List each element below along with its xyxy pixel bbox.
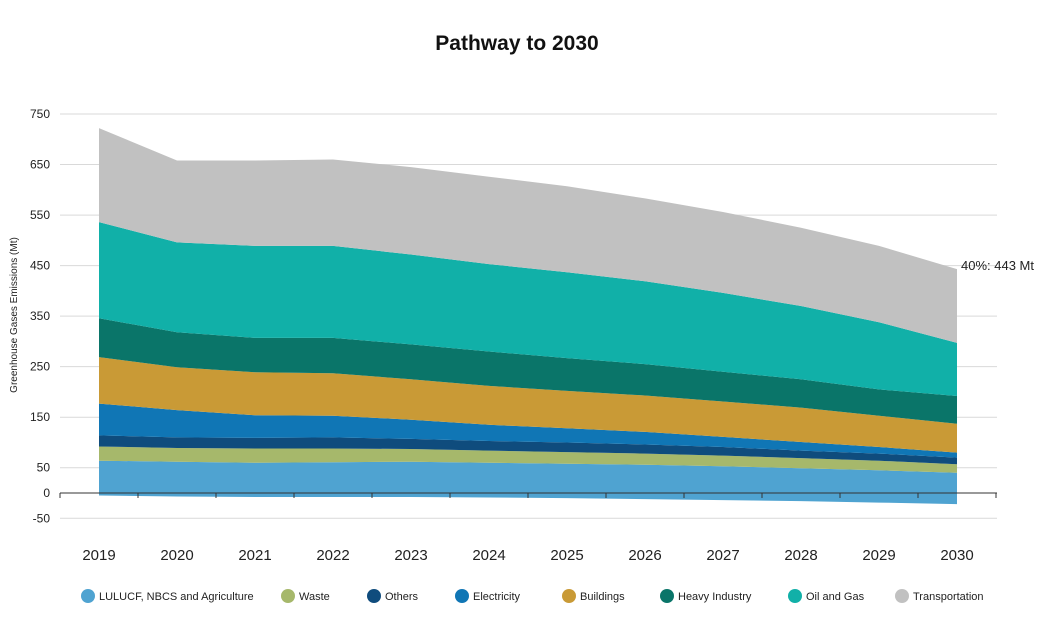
legend-label: Oil and Gas — [806, 591, 865, 603]
chart-title: Pathway to 2030 — [435, 32, 598, 55]
y-tick-label: 250 — [30, 360, 50, 374]
legend-swatch — [281, 589, 295, 603]
area-negative-lulucf-sink — [99, 493, 957, 505]
x-tick-label: 2021 — [238, 547, 271, 564]
x-tick-label: 2022 — [316, 547, 349, 564]
y-tick-label: 650 — [30, 158, 50, 172]
legend-item: Oil and Gas — [788, 589, 865, 603]
y-tick-label: 450 — [30, 259, 50, 273]
x-tick-label: 2030 — [940, 547, 973, 564]
area-oil-and-gas — [99, 222, 957, 396]
y-tick-label: 550 — [30, 208, 50, 222]
legend-label: Buildings — [580, 591, 625, 603]
area-electricity — [99, 403, 957, 458]
y-tick-label: 0 — [43, 486, 50, 500]
area-buildings — [99, 357, 957, 453]
x-tick-label: 2023 — [394, 547, 427, 564]
legend-swatch — [562, 589, 576, 603]
x-tick-label: 2027 — [706, 547, 739, 564]
y-tick-label: 50 — [37, 461, 51, 475]
y-tick-label: 350 — [30, 309, 50, 323]
x-tick-label: 2025 — [550, 547, 583, 564]
legend-item: LULUCF, NBCS and Agriculture — [81, 589, 254, 603]
legend-item: Electricity — [455, 589, 521, 603]
legend-item: Waste — [281, 589, 330, 603]
legend-swatch — [660, 589, 674, 603]
legend-swatch — [367, 589, 381, 603]
x-tick-label: 2019 — [82, 547, 115, 564]
axes: 2019 2020 2021 2022 2023 2024 2025 2026 2027 2028… — [59, 258, 1034, 564]
x-tick-label: 2029 — [862, 547, 895, 564]
legend-label: LULUCF, NBCS and Agriculture — [99, 591, 254, 603]
legend-label: Transportation — [913, 591, 984, 603]
y-tick-label: 150 — [30, 410, 50, 424]
legend-swatch — [895, 589, 909, 603]
y-tick-label: 750 — [30, 107, 50, 121]
area-heavy-industry — [99, 318, 957, 424]
y-tick-label: -50 — [33, 511, 51, 525]
legend-swatch — [455, 589, 469, 603]
legend-label: Others — [385, 591, 419, 603]
x-tick-label: 2026 — [628, 547, 661, 564]
legend-swatch — [81, 589, 95, 603]
legend-label: Electricity — [473, 591, 521, 603]
area-others — [99, 435, 957, 465]
annotation-2030-target: 40%: 443 Mt — [961, 258, 1034, 273]
x-tick-label: 2024 — [472, 547, 505, 564]
legend: LULUCF, NBCS and Agriculture Waste Others E… — [81, 589, 984, 603]
legend-item: Transportation — [895, 589, 984, 603]
area-transportation — [99, 128, 957, 343]
area-waste — [99, 446, 957, 473]
plot-areas — [99, 128, 957, 505]
y-axis-label: Greenhouse Gases Emissions (Mt) — [9, 237, 20, 393]
x-tick-label: 2020 — [160, 547, 193, 564]
legend-label: Heavy Industry — [678, 591, 752, 603]
area-lulucf-nbcs-and-agriculture — [99, 460, 957, 493]
legend-item: Buildings — [562, 589, 625, 603]
legend-item: Others — [367, 589, 419, 603]
x-tick-label: 2028 — [784, 547, 817, 564]
legend-swatch — [788, 589, 802, 603]
legend-label: Waste — [299, 591, 330, 603]
legend-item: Heavy Industry — [660, 589, 752, 603]
